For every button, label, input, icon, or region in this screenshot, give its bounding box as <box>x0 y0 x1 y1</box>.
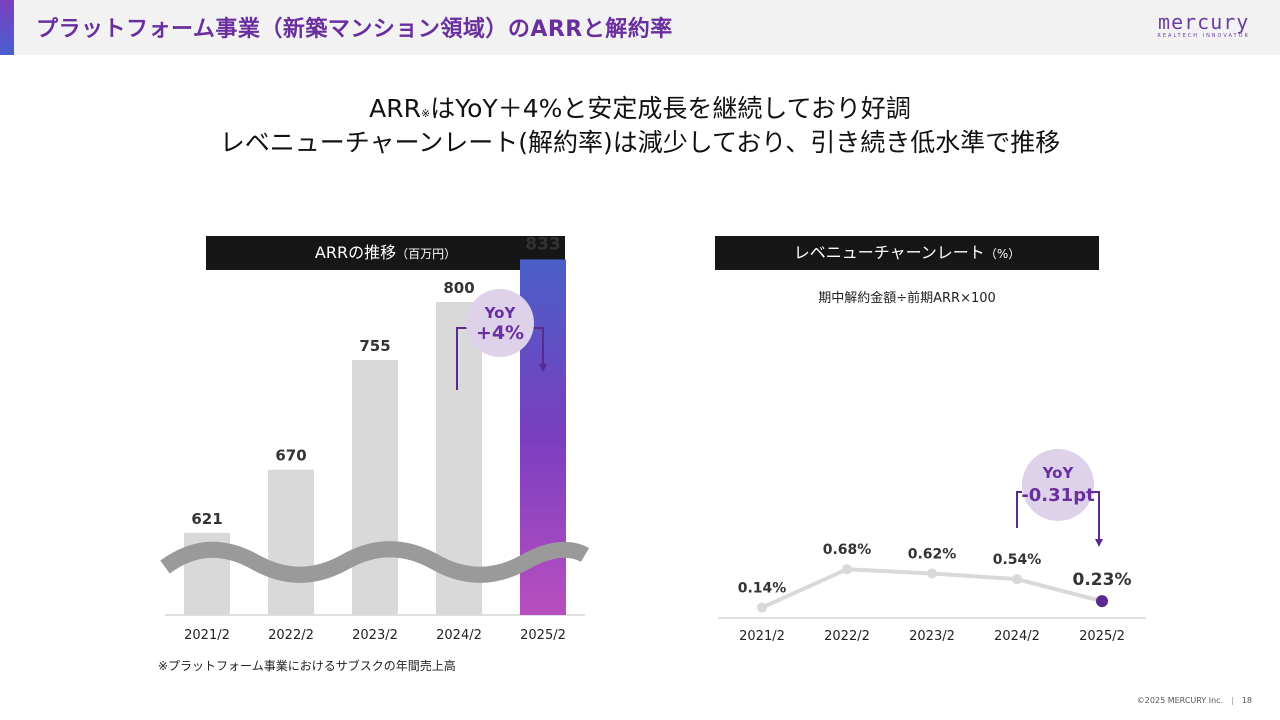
headline-note-mark: ※ <box>420 107 431 120</box>
arr-x-tick-label: 2022/2 <box>268 628 314 643</box>
churn-panel-title-text: レベニューチャーンレート <box>793 243 985 262</box>
churn-data-label: 0.62% <box>908 546 957 562</box>
logo-tagline: REALTECH INNOVATOR <box>1157 33 1250 39</box>
axis-break-wave <box>160 541 590 583</box>
header-accent-stripe <box>0 0 14 55</box>
churn-x-tick-label: 2023/2 <box>909 629 955 644</box>
footnote: ※プラットフォーム事業におけるサブスクの年間売上高 <box>158 659 456 673</box>
arr-bar-chart: 621 2021/2 670 2022/2 755 2023/2 800 2024/2 833 2… <box>160 234 590 643</box>
arr-bar-value-label: 621 <box>191 510 222 528</box>
churn-line-chart: 0.14% 2021/2 0.68% 2022/2 0.62% 2023/2 0.54% 20… <box>718 449 1146 644</box>
headline-line-2: レベニューチャーンレート(解約率)は減少しており、引き続き低水準で推移 <box>219 128 1061 157</box>
churn-data-point <box>757 602 767 613</box>
churn-x-tick-label: 2025/2 <box>1079 629 1125 644</box>
churn-yoy-label: YoY <box>1042 464 1075 482</box>
arr-bar-value-label: 800 <box>443 279 474 297</box>
headline-arr: ARR <box>369 94 421 123</box>
churn-yoy-bubble <box>1022 449 1094 521</box>
churn-yoy-arrow <box>1094 491 1103 547</box>
page-number: 18 <box>1241 696 1252 705</box>
churn-data-point <box>1012 574 1022 585</box>
churn-x-tick-label: 2022/2 <box>824 629 870 644</box>
churn-x-tick-label: 2024/2 <box>994 629 1040 644</box>
arr-panel-title-text: ARRの推移 <box>314 243 397 262</box>
arr-bar-value-label: 670 <box>275 447 306 465</box>
arr-panel-unit: （百万円） <box>396 247 457 261</box>
churn-data-label: 0.54% <box>993 552 1042 568</box>
logo-wordmark: mercury <box>1158 10 1250 34</box>
churn-yoy-bracket-left <box>1016 491 1022 528</box>
arr-x-tick-label: 2025/2 <box>520 628 566 643</box>
arr-x-tick-label: 2023/2 <box>352 628 398 643</box>
arr-yoy-value: +4% <box>476 322 524 344</box>
arr-x-tick-label: 2021/2 <box>184 628 230 643</box>
churn-data-point <box>927 568 937 579</box>
churn-yoy-value: -0.31pt <box>1021 485 1095 506</box>
arr-panel-title: ARRの推移（百万円） <box>206 236 565 270</box>
page-title: プラットフォーム事業（新築マンション領域）のARRと解約率 <box>36 17 673 42</box>
churn-x-tick-label: 2021/2 <box>739 629 785 644</box>
churn-data-point <box>1096 595 1108 608</box>
arr-yoy-bubble <box>466 289 534 357</box>
arr-bar-value-label: 833 <box>525 234 561 254</box>
churn-formula: 期中解約金額÷前期ARR×100 <box>818 291 996 306</box>
churn-data-label: 0.23% <box>1073 570 1132 590</box>
arr-bar-value-label: 755 <box>359 337 390 355</box>
copyright-separator: | <box>1231 696 1234 705</box>
arr-bar <box>352 360 398 615</box>
arr-yoy-label: YoY <box>484 304 517 322</box>
mercury-logo: mercury REALTECH INNOVATOR <box>1157 12 1250 40</box>
churn-data-label: 0.68% <box>823 542 872 558</box>
churn-data-label: 0.14% <box>738 581 787 597</box>
arr-yoy-arrow <box>532 327 547 372</box>
copyright-text: ©2025 MERCURY Inc. <box>1136 696 1224 705</box>
header-bar <box>0 0 1280 55</box>
headline-line-1: ARR※はYoY＋4%と安定成長を継続しており好調 <box>0 89 1280 125</box>
churn-panel-title: レベニューチャーンレート（%） <box>715 236 1099 270</box>
churn-data-point <box>842 564 852 575</box>
arr-bar <box>268 469 314 615</box>
arr-x-tick-label: 2024/2 <box>436 628 482 643</box>
headline-growth-text: はYoY＋4%と安定成長を継続しており好調 <box>430 94 911 123</box>
copyright: ©2025 MERCURY Inc. | 18 <box>1137 696 1252 705</box>
churn-panel-unit: （%） <box>984 247 1021 261</box>
arr-yoy-bracket-left <box>456 327 468 390</box>
